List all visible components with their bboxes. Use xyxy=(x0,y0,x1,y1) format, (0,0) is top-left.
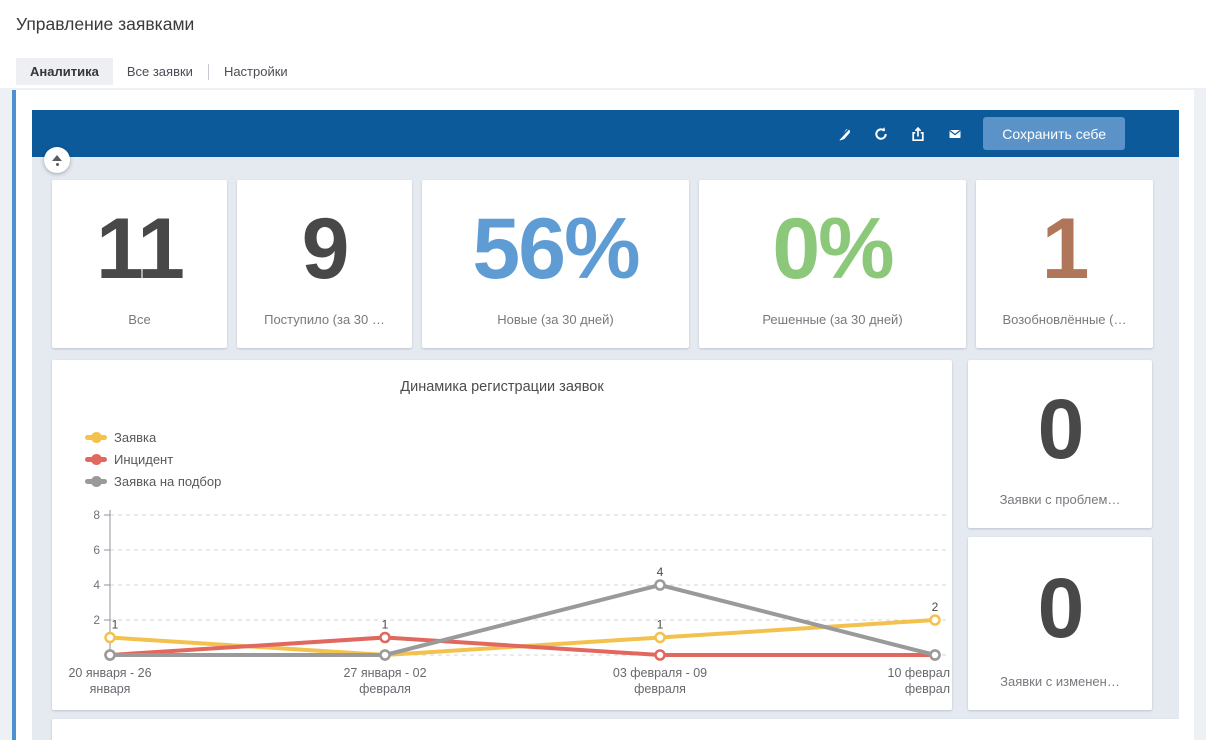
kpi-label: Заявки с проблем… xyxy=(999,492,1121,507)
card-changed-requests[interactable]: 0 Заявки с изменен… xyxy=(968,537,1152,710)
svg-text:феврал: феврал xyxy=(905,682,950,696)
svg-text:6: 6 xyxy=(93,543,100,557)
kpi-card-resolved[interactable]: 0% Решенные (за 30 дней) xyxy=(699,180,966,348)
collapse-button[interactable] xyxy=(44,147,70,173)
kpi-value: 11 xyxy=(96,200,185,297)
next-widget-card-partial[interactable] xyxy=(52,719,1179,740)
kpi-label: Решенные (за 30 дней) xyxy=(762,312,903,327)
tab-bar: Аналитика Все заявки Настройки xyxy=(16,58,1190,85)
side-card-column: 0 Заявки с проблем… 0 Заявки с изменен… xyxy=(968,360,1152,710)
tab-analytics[interactable]: Аналитика xyxy=(16,58,113,85)
tab-all-requests[interactable]: Все заявки xyxy=(126,64,193,79)
kpi-label: Все xyxy=(128,312,151,327)
kpi-value: 0 xyxy=(1037,561,1085,655)
kpi-label: Заявки с изменен… xyxy=(1000,674,1120,689)
svg-text:2: 2 xyxy=(932,600,939,614)
pen-off-icon[interactable] xyxy=(836,126,852,142)
legend-label: Заявка xyxy=(114,429,157,445)
line-chart-plot: 2 4 6 8 20 января - 26 января 27 января - 02 фе… xyxy=(68,508,950,696)
dashboard-panel: Сохранить себе 11 Все 9 Поступило (за 30… xyxy=(12,90,1194,740)
svg-text:февраля: февраля xyxy=(359,682,411,696)
chevron-dot xyxy=(55,162,59,166)
legend-marker xyxy=(85,431,107,443)
svg-text:1: 1 xyxy=(382,618,389,632)
tab-settings[interactable]: Настройки xyxy=(223,64,288,79)
kpi-value: 56% xyxy=(472,200,640,297)
kpi-card-reopened[interactable]: 1 Возобновлённые (… xyxy=(976,180,1153,348)
dashboard-body: 11 Все 9 Поступило (за 30 … 56% Новые (з… xyxy=(32,157,1179,740)
kpi-row: 11 Все 9 Поступило (за 30 … 56% Новые (з… xyxy=(52,180,1179,348)
legend-marker xyxy=(85,453,107,465)
chart-row: 2 4 6 8 20 января - 26 января 27 января - 02 фе… xyxy=(52,360,1179,710)
legend-label: Инцидент xyxy=(114,451,174,467)
kpi-value: 0% xyxy=(772,200,894,297)
legend-item-zayavka[interactable]: Заявка xyxy=(85,426,221,448)
kpi-label: Новые (за 30 дней) xyxy=(497,312,614,327)
refresh-icon[interactable] xyxy=(873,126,889,142)
kpi-value: 9 xyxy=(301,200,350,297)
kpi-card-all[interactable]: 11 Все xyxy=(52,180,227,348)
content-area: Сохранить себе 11 Все 9 Поступило (за 30… xyxy=(0,88,1206,740)
kpi-label: Поступило (за 30 … xyxy=(264,312,385,327)
chart-legend: Заявка Инцидент Заявка на подбор xyxy=(85,426,221,492)
kpi-value: 1 xyxy=(1041,200,1090,297)
page-title: Управление заявками xyxy=(16,14,195,34)
svg-text:4: 4 xyxy=(93,578,100,592)
svg-text:1: 1 xyxy=(112,618,119,632)
upload-icon[interactable] xyxy=(910,126,926,142)
chart-title: Динамика регистрации заявок xyxy=(400,379,604,395)
svg-text:20 января - 26: 20 января - 26 xyxy=(68,666,151,680)
legend-item-incident[interactable]: Инцидент xyxy=(85,448,221,470)
svg-text:1: 1 xyxy=(657,618,664,632)
kpi-label: Возобновлённые (… xyxy=(1002,312,1127,327)
kpi-card-received[interactable]: 9 Поступило (за 30 … xyxy=(237,180,412,348)
mail-icon[interactable] xyxy=(947,126,963,142)
legend-item-podbor[interactable]: Заявка на подбор xyxy=(85,470,221,492)
kpi-card-new[interactable]: 56% Новые (за 30 дней) xyxy=(422,180,689,348)
kpi-value: 0 xyxy=(1037,381,1085,476)
svg-text:февраля: февраля xyxy=(634,682,686,696)
tab-divider xyxy=(207,63,209,80)
registration-dynamics-chart[interactable]: 2 4 6 8 20 января - 26 января 27 января - 02 фе… xyxy=(52,360,952,710)
svg-text:27 января - 02: 27 января - 02 xyxy=(343,666,426,680)
svg-text:10 феврал: 10 феврал xyxy=(888,666,950,680)
save-button[interactable]: Сохранить себе xyxy=(983,117,1125,150)
page-header: Управление заявками Аналитика Все заявки… xyxy=(0,0,1206,88)
dashboard-toolbar: Сохранить себе xyxy=(32,110,1179,157)
chevron-up-icon xyxy=(52,154,62,161)
svg-text:января: января xyxy=(90,682,131,696)
svg-text:8: 8 xyxy=(93,508,100,522)
svg-text:03 февраля - 09: 03 февраля - 09 xyxy=(613,666,707,680)
svg-text:2: 2 xyxy=(93,613,100,627)
legend-label: Заявка на подбор xyxy=(114,473,222,489)
legend-marker xyxy=(85,475,107,487)
svg-text:4: 4 xyxy=(657,565,664,579)
card-problem-requests[interactable]: 0 Заявки с проблем… xyxy=(968,360,1152,528)
